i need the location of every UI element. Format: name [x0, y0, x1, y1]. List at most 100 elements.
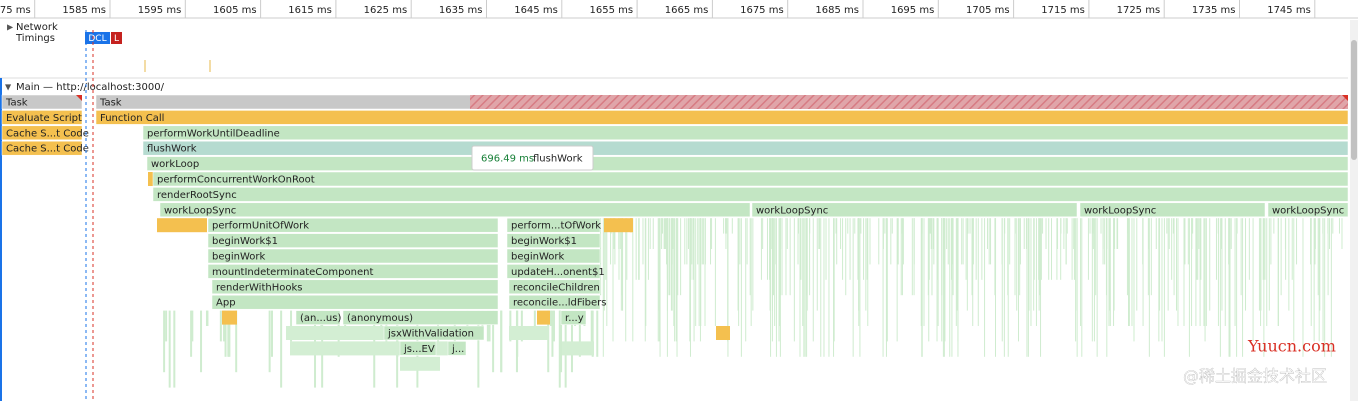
- call-sliver: [1176, 218, 1178, 311]
- call-sliver: [1224, 218, 1226, 326]
- flame-entry[interactable]: [95, 110, 1349, 125]
- call-sliver: [219, 310, 222, 342]
- flame-entry[interactable]: [506, 217, 601, 233]
- flame-entry[interactable]: [152, 187, 1349, 202]
- flame-entry[interactable]: [506, 233, 601, 248]
- flame-entry[interactable]: [508, 279, 601, 295]
- flame-label: renderWithHooks: [216, 282, 302, 293]
- call-sliver: [686, 218, 688, 265]
- flame-entry[interactable]: [207, 233, 499, 248]
- flame-entry[interactable]: [1, 140, 83, 156]
- flame-label: (an...us): [300, 313, 341, 324]
- call-sliver: [941, 218, 943, 296]
- call-sliver: [1310, 218, 1312, 326]
- flame-entry[interactable]: [295, 310, 341, 325]
- flame-entry[interactable]: [142, 140, 1349, 156]
- call-sliver: [937, 218, 939, 280]
- flame-entry[interactable]: [506, 264, 601, 279]
- call-sliver: [1184, 218, 1186, 265]
- flame-entry[interactable]: [560, 310, 587, 325]
- flame-entry[interactable]: [447, 341, 467, 356]
- ruler-tick-label: 1635 ms: [439, 5, 483, 16]
- call-sliver: [886, 218, 888, 342]
- load-badge[interactable]: [111, 32, 122, 44]
- flame-entry[interactable]: [142, 125, 1349, 141]
- flame-entry[interactable]: [207, 217, 499, 233]
- call-sliver: [812, 218, 814, 342]
- call-sliver: [596, 310, 599, 357]
- collapse-arrow[interactable]: ▼: [5, 83, 12, 92]
- call-sliver: [1268, 218, 1270, 311]
- call-sliver: [1113, 218, 1115, 311]
- call-sliver: [930, 218, 932, 234]
- flame-label: workLoop: [151, 159, 199, 170]
- call-sliver: [618, 218, 620, 280]
- flame-entry[interactable]: [152, 171, 1349, 187]
- tooltip-name: flushWork: [533, 154, 583, 165]
- call-sliver: [560, 310, 563, 373]
- main-track[interactable]: Main — http://localhost:3000/: [16, 82, 165, 93]
- call-sliver: [800, 218, 802, 280]
- flame-entry[interactable]: [159, 202, 751, 218]
- flame-entry[interactable]: [399, 341, 437, 356]
- call-sliver: [932, 218, 934, 249]
- call-sliver: [770, 218, 772, 357]
- call-sliver: [664, 218, 666, 249]
- call-sliver: [727, 218, 729, 342]
- call-sliver: [902, 218, 904, 265]
- call-sliver: [1230, 218, 1232, 249]
- flame-entry[interactable]: [508, 294, 601, 310]
- call-sliver: [1317, 218, 1319, 296]
- call-sliver: [1219, 218, 1221, 357]
- dcl-badge[interactable]: [85, 32, 110, 44]
- flame-entry[interactable]: [207, 264, 499, 279]
- call-sliver: [533, 310, 536, 326]
- call-sliver: [786, 218, 788, 249]
- call-sliver: [726, 218, 728, 234]
- small-call: [537, 310, 550, 325]
- call-sliver: [689, 218, 691, 265]
- call-sliver: [1177, 218, 1179, 326]
- flame-entry[interactable]: [342, 310, 499, 325]
- flame-entry[interactable]: [1, 125, 83, 141]
- ruler-tick-label: 1705 ms: [966, 5, 1010, 16]
- call-sliver: [995, 218, 997, 357]
- flame-entry[interactable]: [383, 325, 485, 341]
- network-track[interactable]: Network: [16, 22, 58, 33]
- call-sliver: [1264, 218, 1266, 280]
- expand-arrow[interactable]: ▶: [7, 23, 14, 32]
- call-sliver: [680, 218, 682, 296]
- scrollbar-thumb[interactable]: [1351, 40, 1357, 160]
- call-sliver: [975, 218, 977, 280]
- flame-entry[interactable]: [1079, 202, 1266, 218]
- call-sliver: [280, 310, 283, 388]
- ruler-tick-label: 1605 ms: [213, 5, 257, 16]
- call-sliver: [820, 218, 822, 357]
- flame-entry[interactable]: [146, 156, 1349, 171]
- call-sliver: [486, 310, 489, 342]
- call-sliver: [857, 218, 859, 280]
- call-sliver: [921, 218, 923, 357]
- call-sliver: [1093, 218, 1095, 342]
- call-sliver: [1242, 218, 1244, 357]
- flame-entry[interactable]: [211, 279, 499, 295]
- call-sliver: [1171, 218, 1173, 280]
- flame-entry[interactable]: [207, 248, 499, 264]
- call-sliver: [849, 218, 851, 280]
- call-sliver: [882, 218, 884, 357]
- flame-entry[interactable]: [751, 202, 1078, 218]
- flame-entry[interactable]: [1, 110, 83, 125]
- call-sliver: [859, 218, 861, 357]
- flame-label: reconcile...ldFibers: [513, 298, 607, 309]
- flame-entry[interactable]: [506, 248, 601, 264]
- timings-track[interactable]: Timings: [15, 33, 55, 44]
- flame-entry[interactable]: [211, 294, 499, 310]
- call-sliver: [702, 218, 704, 265]
- flame-entry[interactable]: [1, 94, 83, 110]
- call-sliver: [951, 218, 953, 265]
- flame-entry[interactable]: [1267, 202, 1349, 218]
- call-sliver: [772, 218, 774, 296]
- flame-label: updateH...onent$1: [511, 267, 605, 278]
- ruler-tick-label: 1695 ms: [891, 5, 935, 16]
